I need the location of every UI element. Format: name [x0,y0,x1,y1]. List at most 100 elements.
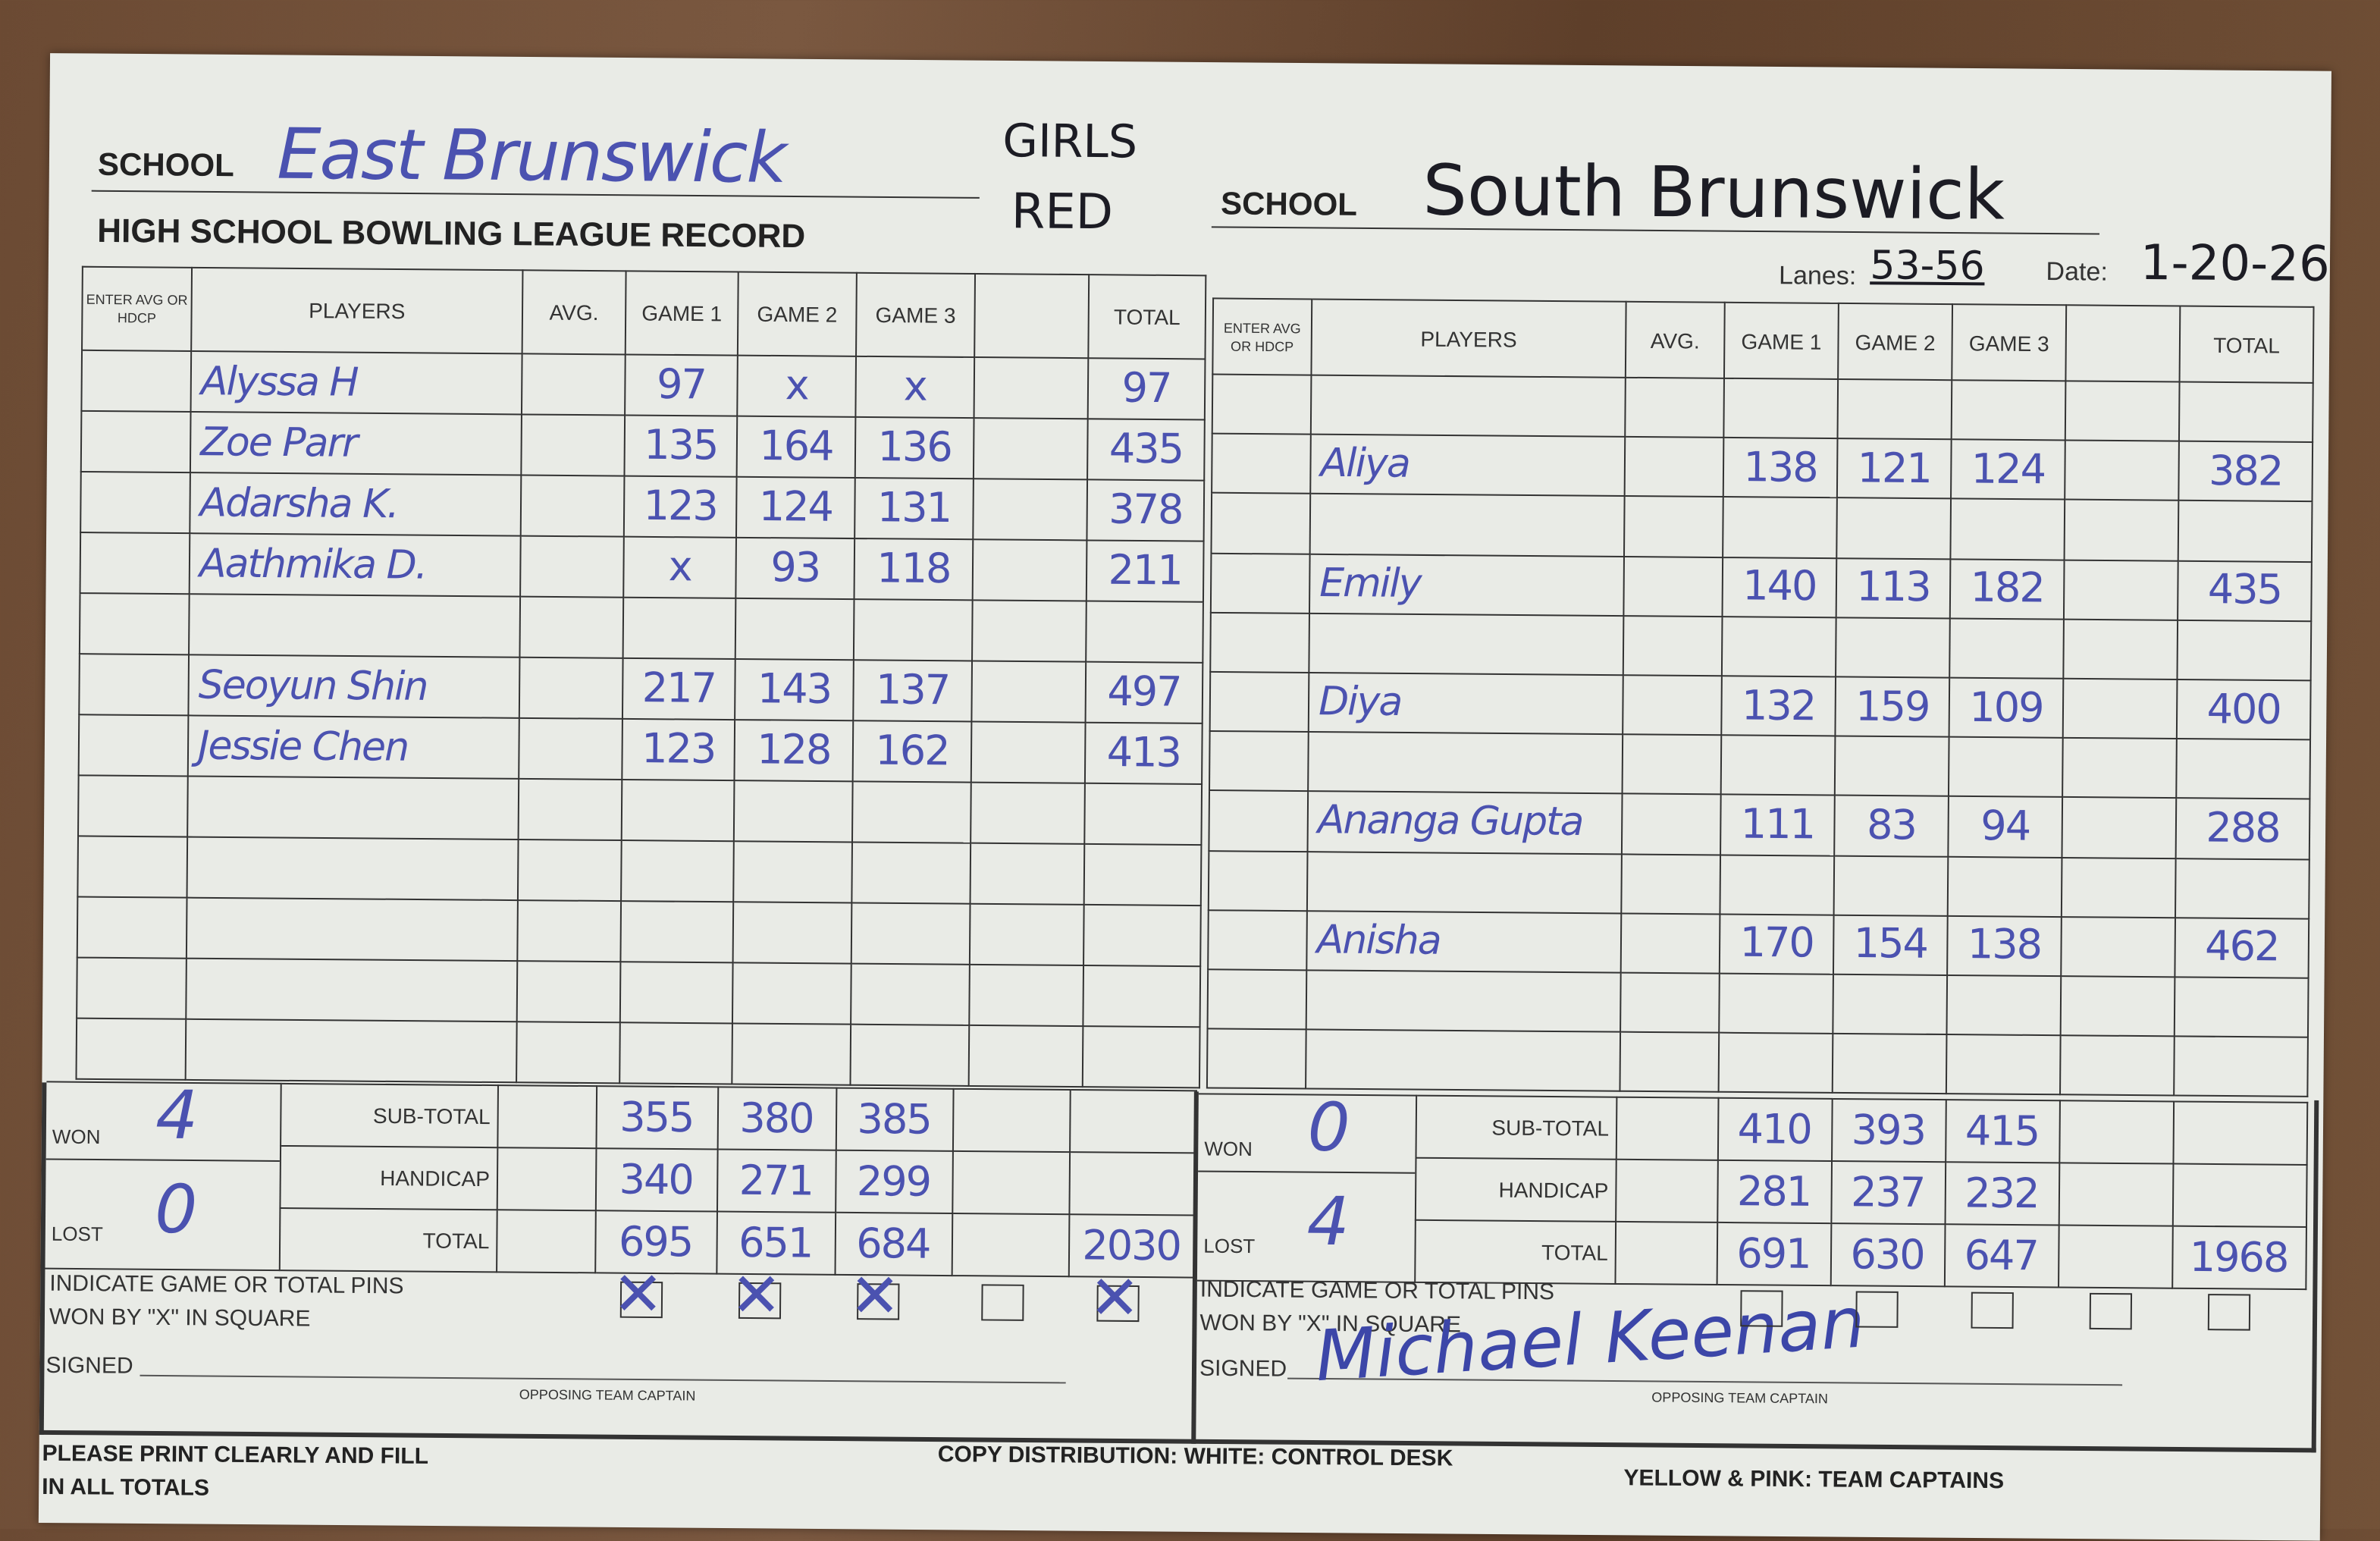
avg-cell[interactable] [516,1022,620,1084]
player-name[interactable]: Aathmika D. [189,533,521,597]
blank-cell[interactable] [973,479,1088,541]
game-3-score[interactable]: 138 [1947,915,2062,976]
blank-cell[interactable] [2062,678,2178,739]
enter-avg-cell[interactable] [77,836,188,898]
game-1-score[interactable] [1721,616,1836,677]
blank-cell[interactable] [971,782,1085,844]
avg-cell[interactable] [1623,556,1723,617]
enter-avg-cell[interactable] [1212,374,1312,435]
game-3-score[interactable] [1951,380,2066,441]
game-2-score[interactable] [732,1023,851,1085]
player-name[interactable] [1306,970,1621,1032]
blank-cell[interactable] [2065,440,2179,501]
player-name[interactable] [1306,851,1622,913]
blank-cell[interactable] [2062,738,2177,799]
player-name[interactable] [187,836,519,901]
game-1-score[interactable] [619,1022,732,1084]
game-1-score[interactable] [621,840,734,902]
game-3-score[interactable] [1947,855,2062,917]
game-2-score[interactable] [732,962,851,1025]
blank-cell[interactable] [973,418,1088,480]
summary-game-3[interactable]: 647 [1943,1224,2059,1288]
player-total[interactable] [2177,620,2312,681]
enter-avg-cell[interactable] [78,775,188,837]
player-total[interactable]: 497 [1085,661,1203,723]
enter-avg-cell[interactable] [1210,552,1310,614]
game-3-score[interactable] [851,963,970,1025]
avg-cell[interactable] [1620,912,1720,974]
game-2-score[interactable]: 128 [734,720,854,782]
game-2-score[interactable] [1836,497,1952,559]
game-1-score[interactable]: x [623,536,736,598]
player-name[interactable]: Aliya [1310,435,1626,497]
game-2-score[interactable] [732,902,852,964]
enter-avg-cell[interactable] [80,532,190,595]
summary-total[interactable] [2171,1163,2306,1228]
avg-cell[interactable] [1622,734,1722,795]
won-checkbox[interactable]: ✕ [731,1261,782,1332]
game-1-score[interactable] [621,779,735,842]
player-name[interactable] [1309,613,1624,676]
game-3-score[interactable]: 162 [852,720,972,783]
player-name[interactable] [187,776,519,840]
player-name[interactable]: Jessie Chen [187,715,519,779]
enter-avg-cell[interactable] [1209,790,1309,852]
enter-avg-cell[interactable] [1210,612,1309,673]
blank-cell[interactable] [972,539,1087,601]
game-2-score[interactable]: 143 [735,658,854,721]
avg-cell[interactable] [520,535,624,598]
game-3-score[interactable] [851,781,971,843]
game-1-score[interactable] [1720,735,1836,796]
avg-cell[interactable] [1620,972,1720,1033]
player-name[interactable]: Alyssa H [190,350,522,415]
avg-cell[interactable] [521,414,626,476]
player-name[interactable]: Zoe Parr [190,412,522,475]
game-2-score[interactable] [733,780,853,843]
game-3-score[interactable] [1950,499,2065,560]
won-checkbox[interactable] [2089,1292,2133,1330]
game-1-score[interactable]: 140 [1722,557,1837,617]
enter-avg-cell[interactable] [80,410,191,473]
game-2-score[interactable] [1837,379,1952,440]
game-2-score[interactable] [733,841,852,903]
avg-cell[interactable] [1621,793,1721,855]
won-checkbox[interactable]: ✕ [1089,1263,1140,1334]
enter-avg-cell[interactable] [1209,671,1309,733]
game-3-score[interactable] [851,902,971,965]
game-1-score[interactable]: 217 [622,658,735,720]
blank-cell[interactable] [971,721,1086,783]
enter-avg-cell[interactable] [77,896,187,959]
game-2-score[interactable]: 124 [735,476,855,539]
game-3-score[interactable]: 94 [1948,796,2063,857]
won-checkbox[interactable] [2207,1294,2251,1331]
game-1-score[interactable]: 123 [622,718,735,781]
player-total[interactable] [1086,601,1203,663]
enter-avg-cell[interactable] [1209,731,1309,792]
game-2-score[interactable] [1832,1033,1947,1094]
summary-total[interactable] [2172,1101,2307,1165]
player-total[interactable]: 378 [1087,479,1205,541]
enter-avg-cell[interactable] [81,350,192,413]
enter-avg-cell[interactable] [78,714,189,777]
player-name[interactable]: Diya [1308,672,1623,735]
game-2-score[interactable]: 83 [1834,796,1949,856]
player-total[interactable] [2176,739,2311,800]
avg-cell[interactable] [1624,437,1724,497]
player-name[interactable] [186,958,518,1022]
game-2-score[interactable] [1833,855,1949,916]
player-total[interactable] [1083,843,1202,906]
blank-cell[interactable] [2061,856,2176,918]
blank-cell[interactable] [969,964,1084,1027]
player-name[interactable]: Adarsha K. [190,472,522,536]
game-3-score[interactable]: 131 [854,477,974,540]
player-total[interactable]: 97 [1087,358,1206,420]
summary-game-3[interactable]: 385 [835,1087,953,1151]
game-1-score[interactable]: 135 [624,415,738,477]
game-1-score[interactable] [1719,973,1833,1034]
player-total[interactable]: 435 [1087,419,1205,481]
player-total[interactable]: 400 [2176,679,2311,740]
game-1-score[interactable]: 132 [1721,676,1836,736]
player-total[interactable]: 462 [2175,917,2309,978]
player-total[interactable] [2178,381,2313,443]
game-2-score[interactable] [1833,974,1948,1035]
